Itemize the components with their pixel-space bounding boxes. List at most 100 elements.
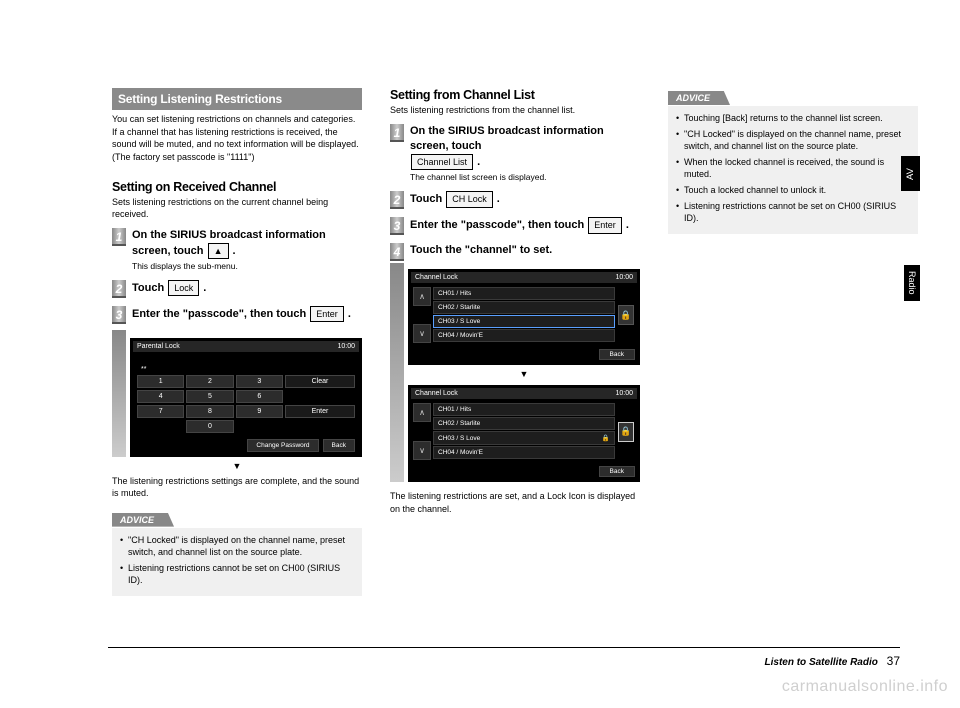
after-shot-text: The listening restrictions are set, and … <box>390 490 640 514</box>
step-text-end: . <box>345 308 351 320</box>
channel-item[interactable]: CH02 / Starlite <box>433 301 615 314</box>
step-number: 3 <box>390 217 404 235</box>
step-3: 3 Enter the "passcode", then touch Enter… <box>390 217 640 235</box>
advice-box: ADVICE "CH Locked" is displayed on the c… <box>112 510 362 596</box>
advice-item: "CH Locked" is displayed on the channel … <box>120 534 354 559</box>
key-0[interactable]: 0 <box>186 420 233 433</box>
key-7[interactable]: 7 <box>137 405 184 418</box>
step-body: On the SIRIUS broadcast information scre… <box>132 228 362 272</box>
back-button[interactable]: Back <box>599 349 635 360</box>
step-number: 1 <box>112 228 126 246</box>
step-2: 2 Touch Lock . <box>112 280 362 298</box>
key-4[interactable]: 4 <box>137 390 184 403</box>
intro-text-2: If a channel that has listening restrict… <box>112 126 362 150</box>
channel-item[interactable]: CH04 / Movin'E <box>433 329 615 342</box>
arrow-down-icon: ▼ <box>112 461 362 471</box>
page-number: 37 <box>887 654 900 668</box>
enter-button[interactable]: Enter <box>310 306 344 322</box>
step-text: On the SIRIUS broadcast information scre… <box>410 125 604 152</box>
intro-text-3: (The factory set passcode is "1111") <box>112 151 362 163</box>
channel-lock-screenshot-2: Channel Lock 10:00 ∧ ∨ CH01 / Hits CH02 … <box>408 385 640 482</box>
step-body: Touch the "channel" to set. <box>410 243 640 261</box>
step-body: Enter the "passcode", then touch Enter . <box>410 217 640 235</box>
section-title-bar: Setting Listening Restrictions <box>112 88 362 110</box>
lock-button[interactable]: Lock <box>168 280 199 296</box>
key-5[interactable]: 5 <box>186 390 233 403</box>
advice-item: When the locked channel is received, the… <box>676 156 910 181</box>
side-tab-av: AV <box>901 156 920 191</box>
key-6[interactable]: 6 <box>236 390 283 403</box>
step-text: Enter the "passcode", then touch <box>410 219 587 231</box>
advice-box: ADVICE Touching [Back] returns to the ch… <box>668 88 918 234</box>
section-title: Setting from Channel List <box>390 88 640 102</box>
key-clear[interactable]: Clear <box>285 375 355 388</box>
key-1[interactable]: 1 <box>137 375 184 388</box>
column-2: Setting from Channel List Sets listening… <box>390 88 640 596</box>
channel-item[interactable]: CH03 / S Love🔒 <box>433 431 615 445</box>
channel-lock-screenshot-1: Channel Lock 10:00 ∧ ∨ CH01 / Hits CH02 … <box>408 269 640 365</box>
step-body: On the SIRIUS broadcast information scre… <box>410 124 640 183</box>
advice-item: Touching [Back] returns to the channel l… <box>676 112 910 125</box>
advice-label: ADVICE <box>668 91 730 105</box>
scroll-up-button[interactable]: ∧ <box>413 403 431 422</box>
lock-icon: 🔒 <box>618 305 634 325</box>
lock-indicator-icon: 🔒 <box>602 434 610 442</box>
column-3: ADVICE Touching [Back] returns to the ch… <box>668 88 918 596</box>
back-button[interactable]: Back <box>323 439 355 452</box>
watermark: carmanualsonline.info <box>782 678 948 696</box>
channel-list-button[interactable]: Channel List <box>411 154 473 170</box>
step-text: Touch <box>132 282 167 294</box>
key-2[interactable]: 2 <box>186 375 233 388</box>
key-8[interactable]: 8 <box>186 405 233 418</box>
section-desc: Sets listening restrictions from the cha… <box>390 104 640 116</box>
after-shot-text: The listening restrictions settings are … <box>112 475 362 499</box>
channel-item[interactable]: CH04 / Movin'E <box>433 446 615 459</box>
advice-item: Listening restrictions cannot be set on … <box>120 562 354 587</box>
shot-time: 10:00 <box>337 343 355 350</box>
step-3: 3 Enter the "passcode", then touch Enter… <box>112 306 362 324</box>
step-number: 4 <box>390 243 404 261</box>
back-button[interactable]: Back <box>599 466 635 477</box>
channel-item[interactable]: CH01 / Hits <box>433 403 615 416</box>
subheading-received: Setting on Received Channel <box>112 180 362 194</box>
shot-title: Channel Lock <box>415 274 458 281</box>
key-9[interactable]: 9 <box>236 405 283 418</box>
advice-item: "CH Locked" is displayed on the channel … <box>676 128 910 153</box>
step-1: 1 On the SIRIUS broadcast information sc… <box>390 124 640 183</box>
passcode-display: ** <box>137 364 355 375</box>
ch-lock-button[interactable]: CH Lock <box>446 191 493 207</box>
up-triangle-button[interactable]: ▲ <box>208 243 229 259</box>
step-body: Touch Lock . <box>132 280 362 298</box>
channel-item-selected[interactable]: CH03 / S Love <box>433 315 615 328</box>
advice-item: Touch a locked channel to unlock it. <box>676 184 910 197</box>
scroll-up-button[interactable]: ∧ <box>413 287 431 306</box>
scroll-down-button[interactable]: ∨ <box>413 441 431 460</box>
step-1: 1 On the SIRIUS broadcast information sc… <box>112 228 362 272</box>
channel-item[interactable]: CH02 / Starlite <box>433 417 615 430</box>
step-note: The channel list screen is displayed. <box>410 172 640 183</box>
step-text-end: . <box>623 219 629 231</box>
key-enter[interactable]: Enter <box>285 405 355 418</box>
lock-icon: 🔒 <box>618 422 634 442</box>
step-2: 2 Touch CH Lock . <box>390 191 640 209</box>
key-3[interactable]: 3 <box>236 375 283 388</box>
step-body: Touch CH Lock . <box>410 191 640 209</box>
change-password-button[interactable]: Change Password <box>247 439 318 452</box>
step-note: This displays the sub-menu. <box>132 261 362 272</box>
step-body: Enter the "passcode", then touch Enter . <box>132 306 362 324</box>
side-tab-radio: Radio <box>904 265 920 301</box>
channel-item[interactable]: CH01 / Hits <box>433 287 615 300</box>
enter-button[interactable]: Enter <box>588 217 622 233</box>
scroll-down-button[interactable]: ∨ <box>413 324 431 343</box>
advice-label: ADVICE <box>112 513 174 527</box>
shot-title: Channel Lock <box>415 390 458 397</box>
step-number: 2 <box>390 191 404 209</box>
page-content: Setting Listening Restrictions You can s… <box>0 0 960 596</box>
intro-text-1: You can set listening restrictions on ch… <box>112 113 362 125</box>
step-number: 1 <box>390 124 404 142</box>
step-text: Enter the "passcode", then touch <box>132 308 309 320</box>
shot-title: Parental Lock <box>137 343 180 350</box>
step-4: 4 Touch the "channel" to set. <box>390 243 640 261</box>
step-text-end: . <box>494 193 500 205</box>
step-text-end: . <box>230 245 236 257</box>
